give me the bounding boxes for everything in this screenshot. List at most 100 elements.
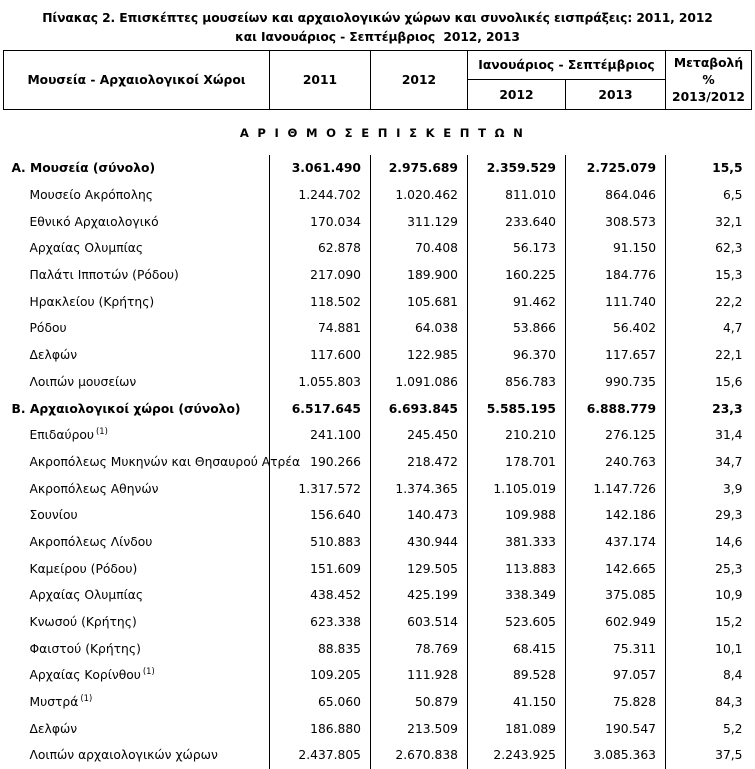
row-value: 1.055.803 [269,368,371,396]
row-value: 218.472 [370,448,468,476]
table-row: Μουσείο Ακρόπολης 1.244.702 1.020.462 811.0… [4,181,752,209]
row-value: 6.888.779 [564,395,666,422]
row-value: 170.034 [269,208,371,236]
row-value: 5,2 [665,715,752,743]
header-change-line-1: Μεταβολή % [673,55,744,87]
section-banner-label: Α Ρ Ι Θ Μ Ο Σ Ε Π Ι Σ Κ Ε Π Τ Ω Ν [239,125,526,140]
table-header: Μουσεία - Αρχαιολογικοί Χώροι 2011 2012 … [3,50,753,110]
row-value: 381.333 [467,528,566,556]
table-row: Φαιστού (Κρήτης) 88.835 78.769 68.415 75.311… [4,635,752,663]
table-row: Β. Αρχαιολογικοί χώροι (σύνολο) 6.517.645… [4,395,752,422]
row-value: 53.866 [467,315,566,342]
row-value: 3.085.363 [564,742,666,769]
row-label: Αρχαίας Ολυμπίας [29,241,144,256]
row-value: 10,9 [665,582,752,609]
row-label: Σουνίου [29,508,78,523]
row-value: 56.402 [564,315,666,342]
row-label: Φαιστού (Κρήτης) [29,641,141,656]
row-value: 190.547 [564,715,666,743]
row-value: 111.740 [564,288,666,316]
row-value: 1.020.462 [370,181,468,209]
row-value: 64.038 [370,315,468,342]
row-label: Α. Μουσεία (σύνολο) [11,161,156,176]
row-label: Ακροπόλεως Αθηνών [29,481,159,496]
row-value: 142.665 [564,555,666,582]
row-value: 56.173 [467,235,566,262]
row-value: 10,1 [665,635,752,663]
row-value: 14,6 [665,528,752,556]
row-value: 140.473 [370,501,468,529]
row-value: 240.763 [564,448,666,476]
row-value: 91.462 [467,288,566,316]
row-value: 4,7 [665,315,752,342]
row-value: 160.225 [467,261,566,289]
table-row: Κνωσού (Κρήτης) 623.338 603.514 523.605 602.… [4,608,752,636]
row-label: Β. Αρχαιολογικοί χώροι (σύνολο) [11,401,241,416]
row-label: Μυστρά (1) [29,693,93,710]
row-value: 186.880 [269,715,371,743]
row-value: 190.266 [269,448,371,476]
row-value: 233.640 [467,208,566,236]
row-label: Ακροπόλεως Μυκηνών και Θησαυρού Ατρέα [29,454,301,469]
row-value: 15,2 [665,608,752,636]
row-value: 15,6 [665,368,752,396]
row-value: 6,5 [665,181,752,209]
row-value: 241.100 [269,421,371,449]
row-value: 437.174 [564,528,666,556]
table-body: Α Ρ Ι Θ Μ Ο Σ Ε Π Ι Σ Κ Ε Π Τ Ω Ν Α. Μουσ… [4,110,752,769]
header-subyear-2012: 2012 [467,79,566,110]
row-value: 117.657 [564,341,666,369]
row-value: 438.452 [269,582,371,609]
table-row: Ηρακλείου (Κρήτης) 118.502 105.681 91.462 11… [4,288,752,316]
row-value: 602.949 [564,608,666,636]
row-value: 111.928 [370,662,468,689]
table-row: Εθνικό Αρχαιολογικό 170.034 311.129 233.640… [4,208,752,236]
table-row: Αρχαίας Ολυμπίας 62.878 70.408 56.173 91.150… [4,235,752,262]
row-value: 65.060 [269,688,371,716]
section-banner-row: Α Ρ Ι Θ Μ Ο Σ Ε Π Ι Σ Κ Ε Π Τ Ω Ν [4,110,752,156]
row-label: Δελφών [29,721,78,736]
table-row: Σουνίου 156.640 140.473 109.988 142.186 29,3 [4,501,752,529]
title-line-1: Πίνακας 2. Επισκέπτες μουσείων και αρχαι… [42,11,713,25]
header-year-2011: 2011 [269,50,371,110]
row-value: 5.585.195 [467,395,566,422]
row-value: 15,3 [665,261,752,289]
page-title: Πίνακας 2. Επισκέπτες μουσείων και αρχαι… [0,0,755,47]
row-value: 74.881 [269,315,371,342]
row-value: 623.338 [269,608,371,636]
title-line-2: και Ιανουάριος - Σεπτέμβριος 2012, 2013 [235,30,520,44]
row-value: 70.408 [370,235,468,262]
row-value: 109.988 [467,501,566,529]
row-value: 2.725.079 [564,155,666,182]
row-value: 105.681 [370,288,468,316]
table-row: Α. Μουσεία (σύνολο) 3.061.490 2.975.689 2.3… [4,155,752,182]
row-value: 2.975.689 [370,155,468,182]
row-value: 25,3 [665,555,752,582]
table-row: Καμείρου (Ρόδου) 151.609 129.505 113.883 142… [4,555,752,582]
row-value: 2.359.529 [467,155,566,182]
row-value: 1.147.726 [564,475,666,502]
footnote-marker: (1) [142,666,155,677]
row-value: 62,3 [665,235,752,262]
row-label: Μουσείο Ακρόπολης [29,188,154,203]
table-row: Ακροπόλεως Μυκηνών και Θησαυρού Ατρέα 190… [4,448,752,476]
row-value: 311.129 [370,208,468,236]
row-value: 189.900 [370,261,468,289]
row-value: 3,9 [665,475,752,502]
row-value: 142.186 [564,501,666,529]
row-label: Λοιπών αρχαιολογικών χώρων [29,748,218,763]
row-value: 117.600 [269,341,371,369]
row-value: 15,5 [665,155,752,182]
row-value: 37,5 [665,742,752,769]
row-value: 23,3 [665,395,752,422]
header-year-2012: 2012 [370,50,468,110]
row-label: Ακροπόλεως Λίνδου [29,534,153,549]
row-value: 109.205 [269,662,371,689]
row-value: 50.879 [370,688,468,716]
row-value: 276.125 [564,421,666,449]
row-value: 113.883 [467,555,566,582]
row-value: 118.502 [269,288,371,316]
table-row: Λοιπών αρχαιολογικών χώρων 2.437.805 2.670… [4,742,752,769]
row-value: 338.349 [467,582,566,609]
